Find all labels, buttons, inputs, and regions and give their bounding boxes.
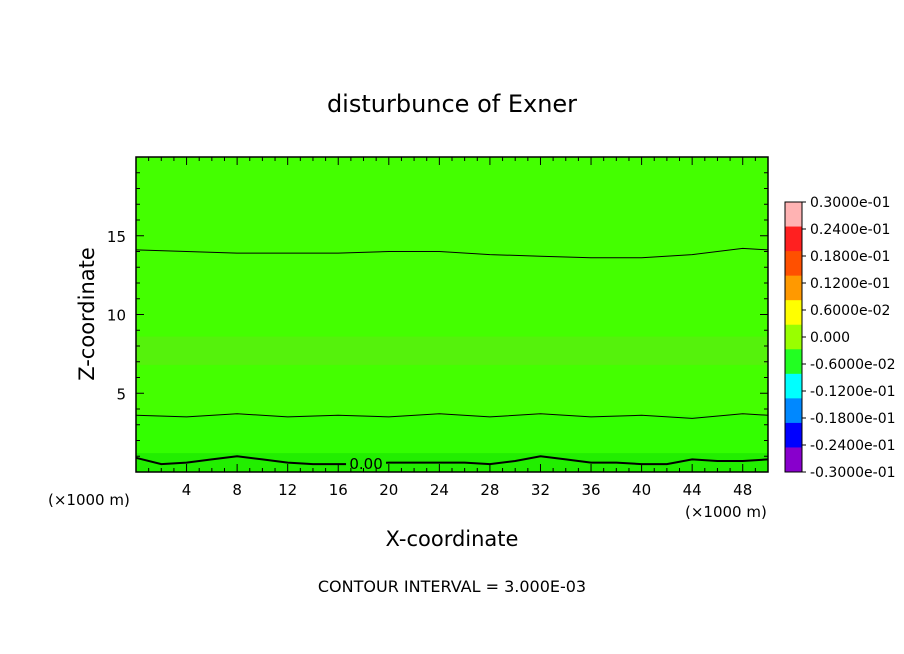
plot-area: [136, 157, 768, 472]
x-unit-label-right: (×1000 m): [685, 503, 767, 521]
colorbar-segment: [785, 447, 802, 473]
colorbar: [784, 201, 803, 473]
colorbar-segment: [785, 422, 802, 448]
x-tick-label: 12: [278, 481, 297, 499]
contour-upper: [135, 247, 769, 259]
contour-label-bg: [346, 456, 387, 471]
colorbar-label: 0.1800e-01: [810, 249, 890, 265]
colorbar-labels: 0.3000e-01 0.2400e-01 0.1800e-01 0.1200e-01…: [802, 195, 896, 481]
colorbar-segment: [785, 373, 802, 399]
chart-title: disturbunce of Exner: [327, 90, 577, 118]
colorbar-label: -0.3000e-01: [810, 465, 896, 481]
colorbar-segment: [785, 349, 802, 375]
colorbar-label: 0.3000e-01: [810, 195, 890, 211]
band-lower: [136, 415, 768, 454]
x-tick-label: 44: [683, 481, 702, 499]
contour-zero: [135, 455, 769, 466]
colorbar-label: 0.6000e-02: [810, 303, 890, 319]
x-axis-title: X-coordinate: [386, 527, 519, 551]
colorbar-label: 0.2400e-01: [810, 222, 890, 238]
x-tick-label: 20: [379, 481, 398, 499]
x-tick-label: 40: [632, 481, 651, 499]
colorbar-segment: [785, 398, 802, 424]
x-tick-label: 32: [531, 481, 550, 499]
colorbar-segment: [785, 275, 802, 301]
x-tick-label: 48: [733, 481, 752, 499]
x-axis-ticks: 4 8 12 16 20 24 28 32 36 40 44 48: [148, 157, 756, 499]
y-tick-label: 15: [107, 228, 126, 246]
colorbar-segment: [785, 226, 802, 252]
colorbar-label: -0.2400e-01: [810, 438, 896, 454]
colorbar-label: 0.1200e-01: [810, 276, 890, 292]
contour-middle: [135, 413, 769, 419]
x-unit-label-left: (×1000 m): [48, 491, 130, 509]
y-tick-label: 5: [116, 385, 126, 403]
colorbar-label: -0.1200e-01: [810, 384, 896, 400]
colorbar-segment: [785, 324, 802, 350]
contour-label-zero: 0.00: [349, 455, 382, 473]
x-tick-label: 24: [430, 481, 449, 499]
contour-interval-note: CONTOUR INTERVAL = 3.000E-03: [318, 577, 586, 596]
colorbar-label: -0.1800e-01: [810, 411, 896, 427]
x-tick-label: 8: [232, 481, 242, 499]
contour-lines: [135, 247, 769, 466]
x-tick-label: 4: [182, 481, 192, 499]
x-tick-label: 28: [480, 481, 499, 499]
x-tick-label: 36: [581, 481, 600, 499]
colorbar-label: 0.000: [810, 330, 850, 346]
y-axis-title: Z-coordinate: [75, 247, 99, 381]
band-mid-light: [136, 336, 768, 365]
y-tick-label: 10: [107, 307, 126, 325]
colorbar-label: -0.6000e-02: [810, 357, 896, 373]
y-axis-ticks: 5 10 15: [107, 172, 768, 457]
colorbar-segment: [785, 300, 802, 326]
colorbar-segment: [785, 202, 802, 228]
x-tick-label: 16: [329, 481, 348, 499]
colorbar-segment: [785, 251, 802, 277]
